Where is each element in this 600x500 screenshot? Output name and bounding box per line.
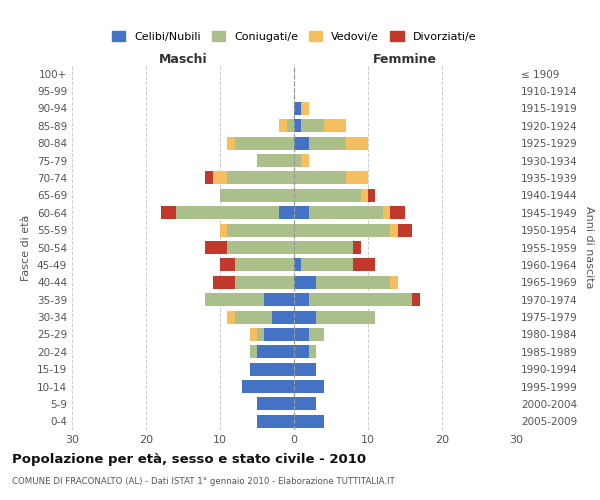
Bar	[294, 276, 316, 289]
Bar	[212, 172, 227, 184]
Bar	[176, 206, 279, 220]
Bar	[390, 276, 398, 289]
Text: Maschi: Maschi	[158, 53, 208, 66]
Bar	[227, 310, 235, 324]
Bar	[294, 189, 361, 202]
Bar	[323, 120, 346, 132]
Bar	[205, 172, 212, 184]
Bar	[294, 310, 316, 324]
Bar	[294, 398, 316, 410]
Text: COMUNE DI FRACONALTO (AL) - Dati ISTAT 1° gennaio 2010 - Elaborazione TUTTITALIA: COMUNE DI FRACONALTO (AL) - Dati ISTAT 1…	[12, 478, 395, 486]
Bar	[257, 398, 294, 410]
Bar	[353, 241, 361, 254]
Bar	[294, 362, 316, 376]
Bar	[361, 189, 368, 202]
Bar	[294, 120, 301, 132]
Y-axis label: Fasce di età: Fasce di età	[22, 214, 31, 280]
Bar	[235, 310, 272, 324]
Bar	[390, 206, 405, 220]
Bar	[316, 276, 390, 289]
Bar	[220, 189, 294, 202]
Bar	[309, 346, 316, 358]
Legend: Celibi/Nubili, Coniugati/e, Vedovi/e, Divorziati/e: Celibi/Nubili, Coniugati/e, Vedovi/e, Di…	[107, 27, 481, 46]
Bar	[301, 258, 353, 272]
Bar	[412, 293, 420, 306]
Bar	[316, 310, 376, 324]
Bar	[220, 258, 235, 272]
Bar	[294, 154, 301, 167]
Bar	[346, 136, 368, 149]
Bar	[227, 241, 294, 254]
Bar	[227, 224, 294, 236]
Bar	[294, 415, 323, 428]
Bar	[309, 206, 383, 220]
Bar	[212, 276, 235, 289]
Bar	[294, 102, 301, 115]
Bar	[294, 206, 309, 220]
Bar	[346, 172, 368, 184]
Bar	[250, 362, 294, 376]
Bar	[279, 206, 294, 220]
Bar	[368, 189, 376, 202]
Bar	[220, 224, 227, 236]
Bar	[235, 276, 294, 289]
Bar	[227, 136, 235, 149]
Bar	[294, 258, 301, 272]
Bar	[161, 206, 176, 220]
Bar	[301, 102, 309, 115]
Bar	[250, 328, 257, 341]
Bar	[227, 172, 294, 184]
Bar	[309, 328, 323, 341]
Bar	[205, 293, 265, 306]
Y-axis label: Anni di nascita: Anni di nascita	[584, 206, 594, 289]
Bar	[272, 310, 294, 324]
Bar	[287, 120, 294, 132]
Bar	[294, 241, 353, 254]
Bar	[250, 346, 257, 358]
Bar	[265, 328, 294, 341]
Bar	[383, 206, 390, 220]
Bar	[257, 346, 294, 358]
Bar	[235, 258, 294, 272]
Bar	[301, 120, 323, 132]
Bar	[205, 241, 227, 254]
Bar	[265, 293, 294, 306]
Bar	[309, 293, 412, 306]
Bar	[301, 154, 309, 167]
Bar	[242, 380, 294, 393]
Bar	[257, 328, 265, 341]
Bar	[257, 415, 294, 428]
Bar	[294, 346, 309, 358]
Bar	[294, 293, 309, 306]
Bar	[294, 224, 390, 236]
Bar	[353, 258, 376, 272]
Bar	[294, 172, 346, 184]
Bar	[294, 328, 309, 341]
Bar	[235, 136, 294, 149]
Bar	[294, 136, 309, 149]
Bar	[309, 136, 346, 149]
Bar	[279, 120, 287, 132]
Bar	[390, 224, 398, 236]
Text: Popolazione per età, sesso e stato civile - 2010: Popolazione per età, sesso e stato civil…	[12, 452, 366, 466]
Bar	[398, 224, 412, 236]
Text: Femmine: Femmine	[373, 53, 437, 66]
Bar	[294, 380, 323, 393]
Bar	[257, 154, 294, 167]
